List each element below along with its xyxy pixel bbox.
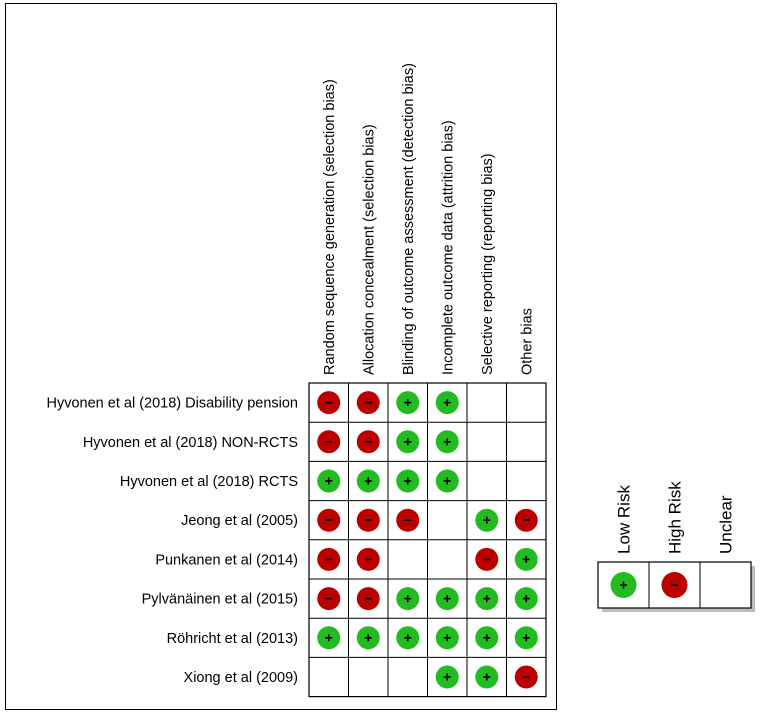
rating-low-mark bbox=[475, 626, 499, 650]
rating-high-mark bbox=[317, 547, 341, 571]
rating-low-mark bbox=[317, 626, 341, 650]
domain-label-other-bias: Other bias bbox=[519, 308, 535, 375]
rating-low-mark bbox=[435, 391, 459, 415]
rating-low-mark bbox=[396, 430, 420, 454]
legend-label-unclear: Unclear bbox=[717, 495, 736, 554]
rating-low-mark bbox=[435, 469, 459, 493]
rating-low-mark bbox=[514, 587, 538, 611]
domain-label-allocation-concealment-selecti: Allocation concealment (selection bias) bbox=[361, 124, 377, 375]
rating-low-mark bbox=[435, 430, 459, 454]
study-label: Hyvonen et al (2018) RCTS bbox=[120, 474, 298, 490]
rating-high-mark bbox=[356, 391, 380, 415]
chart-frame bbox=[5, 3, 557, 710]
legend-low-mark bbox=[610, 572, 637, 598]
domain-label-incomplete-outcome-data-attrit: Incomplete outcome data (attrition bias) bbox=[440, 120, 456, 375]
rating-low-mark bbox=[475, 508, 499, 532]
rating-high-mark bbox=[356, 508, 380, 532]
rating-high-mark bbox=[514, 508, 538, 532]
rating-low-mark bbox=[396, 587, 420, 611]
rating-high-mark bbox=[514, 665, 538, 689]
rating-low-mark bbox=[396, 626, 420, 650]
rating-low-mark bbox=[475, 665, 499, 689]
rating-low-mark bbox=[396, 469, 420, 493]
rating-low-mark bbox=[356, 469, 380, 493]
rating-low-mark bbox=[514, 547, 538, 571]
rating-high-mark bbox=[317, 430, 341, 454]
study-label: Röhricht et al (2013) bbox=[167, 631, 298, 647]
domain-label-random-sequence-generation-sel: Random sequence generation (selection bi… bbox=[322, 79, 338, 375]
rating-low-mark bbox=[317, 469, 341, 493]
study-label: Hyvonen et al (2018) NON-RCTS bbox=[83, 435, 298, 451]
rating-low-mark bbox=[435, 587, 459, 611]
legend-label-low: Low Risk bbox=[615, 485, 634, 554]
study-label: Pylvänäinen et al (2015) bbox=[142, 592, 298, 608]
domain-label-blinding-of-outcome-assessment: Blinding of outcome assessment (detectio… bbox=[401, 63, 417, 375]
rating-high-mark bbox=[356, 547, 380, 571]
rating-high-mark bbox=[356, 587, 380, 611]
rating-high-mark bbox=[317, 391, 341, 415]
rating-low-mark bbox=[435, 626, 459, 650]
study-label: Xiong et al (2009) bbox=[184, 670, 298, 686]
legend-high-mark bbox=[661, 572, 688, 598]
rating-low-mark bbox=[475, 587, 499, 611]
study-label: Jeong et al (2005) bbox=[181, 513, 298, 529]
rating-low-mark bbox=[435, 665, 459, 689]
domain-label-selective-reporting-reporting-: Selective reporting (reporting bias) bbox=[480, 153, 496, 375]
legend-label-high: High Risk bbox=[666, 481, 685, 554]
rating-high-mark bbox=[317, 508, 341, 532]
rating-low-mark bbox=[356, 626, 380, 650]
study-label: Hyvonen et al (2018) Disability pension bbox=[47, 396, 298, 412]
rating-high-mark bbox=[317, 587, 341, 611]
rating-high-mark bbox=[356, 430, 380, 454]
rating-low-mark bbox=[514, 626, 538, 650]
rating-high-mark bbox=[475, 547, 499, 571]
rating-high-mark bbox=[396, 508, 420, 532]
rating-low-mark bbox=[396, 391, 420, 415]
study-label: Punkanen et al (2014) bbox=[155, 552, 298, 568]
